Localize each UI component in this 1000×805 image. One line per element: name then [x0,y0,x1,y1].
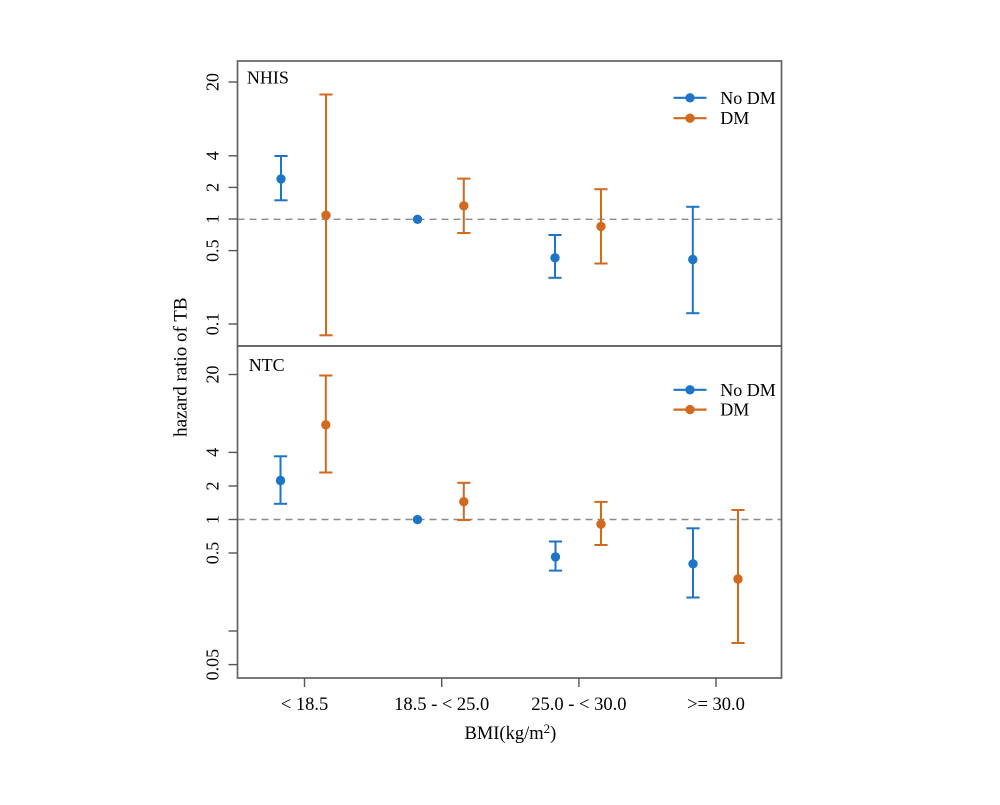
svg-text:DM: DM [720,108,749,128]
svg-text:NHIS: NHIS [247,67,289,87]
svg-text:0.5: 0.5 [203,239,223,262]
svg-text:2: 2 [203,183,223,192]
svg-text:1: 1 [203,215,223,224]
svg-text:< 18.5: < 18.5 [281,695,328,715]
svg-text:NTC: NTC [249,355,285,375]
svg-text:0.05: 0.05 [203,649,223,681]
svg-text:0.1: 0.1 [203,313,223,336]
svg-text:No DM: No DM [720,88,776,108]
svg-text:4: 4 [203,448,223,457]
svg-text:No DM: No DM [720,380,776,400]
svg-text:25.0 - < 30.0: 25.0 - < 30.0 [531,695,626,715]
svg-text:2: 2 [203,482,223,491]
svg-text:0.5: 0.5 [203,542,223,565]
svg-text:BMI(kg/m2): BMI(kg/m2) [464,721,556,744]
svg-text:20: 20 [203,366,223,384]
svg-text:4: 4 [203,151,223,160]
svg-text:DM: DM [720,400,749,420]
svg-text:20: 20 [203,73,223,91]
svg-text:18.5 - < 25.0: 18.5 - < 25.0 [394,695,489,715]
svg-text:1: 1 [203,515,223,524]
svg-text:>= 30.0: >= 30.0 [687,695,745,715]
svg-text:hazard ratio of TB: hazard ratio of TB [171,297,192,436]
